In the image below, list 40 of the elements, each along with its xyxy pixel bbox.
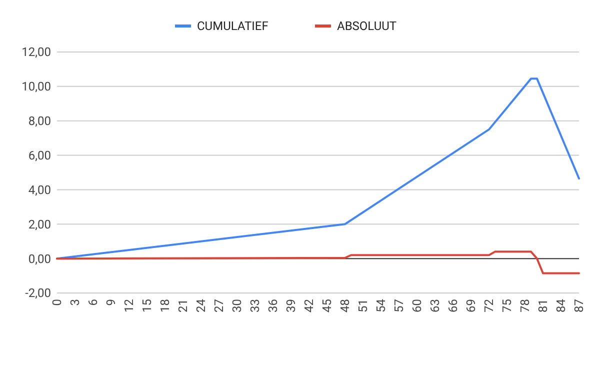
- y-tick-label: 6,00: [28, 148, 52, 162]
- x-tick-label: 63: [428, 299, 442, 312]
- x-tick-label: 36: [266, 298, 280, 312]
- x-tick-label: 15: [140, 298, 154, 312]
- x-tick-label: 21: [176, 299, 190, 312]
- x-tick-label: 9: [104, 299, 118, 306]
- x-tick-label: 87: [572, 298, 586, 312]
- x-tick-label: 33: [248, 299, 262, 312]
- legend-label: CUMULATIEF: [197, 19, 269, 34]
- x-tick-label: 45: [320, 298, 334, 312]
- x-tick-label: 18: [158, 298, 172, 312]
- y-tick-label: -2,00: [25, 286, 52, 300]
- y-tick-label: 8,00: [28, 114, 52, 128]
- x-tick-label: 42: [302, 298, 316, 312]
- x-tick-label: 30: [230, 298, 244, 312]
- y-tick-label: 4,00: [28, 182, 52, 197]
- x-tick-label: 51: [356, 299, 370, 312]
- x-tick-label: 54: [374, 298, 388, 312]
- x-tick-label: 72: [482, 298, 496, 312]
- x-tick-label: 12: [122, 298, 136, 312]
- x-tick-label: 78: [518, 298, 532, 312]
- x-tick-label: 84: [554, 298, 568, 312]
- x-tick-label: 3: [68, 299, 82, 306]
- x-tick-label: 24: [194, 298, 208, 312]
- x-tick-label: 66: [446, 298, 460, 312]
- x-tick-label: 0: [50, 298, 64, 306]
- x-tick-label: 75: [500, 298, 514, 312]
- x-tick-label: 27: [212, 298, 226, 312]
- x-tick-label: 39: [284, 299, 298, 312]
- x-tick-label: 69: [464, 299, 478, 312]
- x-tick-label: 48: [338, 298, 352, 312]
- y-tick-label: 0,00: [28, 252, 52, 266]
- x-tick-label: 81: [536, 299, 550, 312]
- x-tick-label: 57: [392, 298, 406, 312]
- x-tick-label: 6: [86, 298, 100, 306]
- legend-label: ABSOLUUT: [337, 19, 397, 34]
- y-tick-label: 10,00: [22, 80, 52, 94]
- y-tick-label: 2,00: [28, 217, 52, 232]
- y-tick-label: 12,00: [22, 45, 52, 60]
- x-tick-label: 60: [410, 298, 424, 312]
